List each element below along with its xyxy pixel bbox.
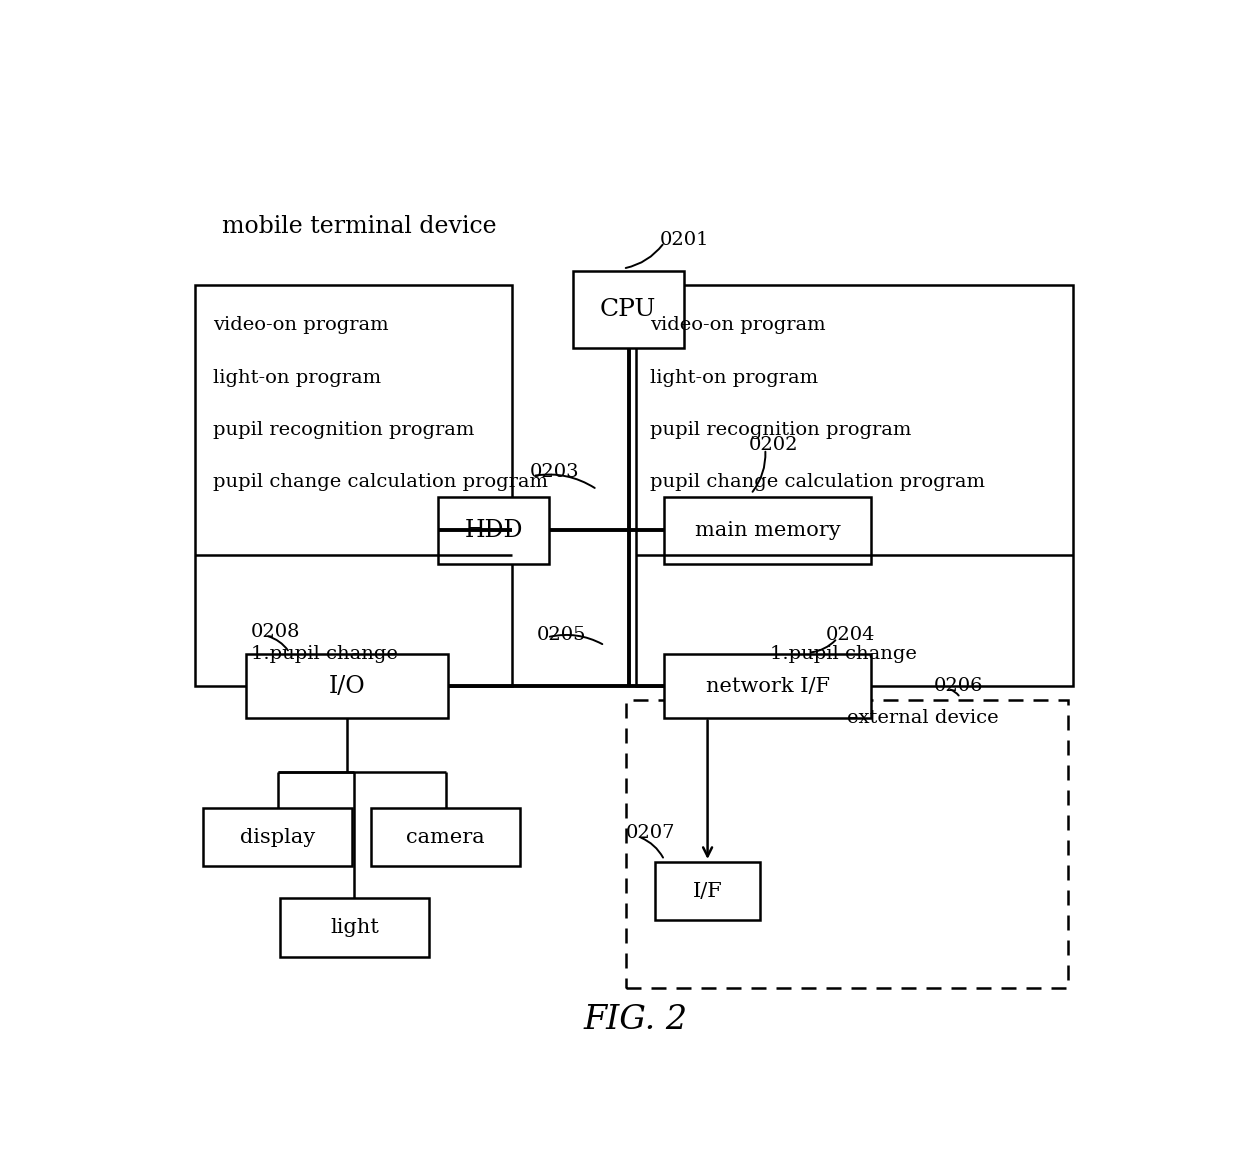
Bar (196, 285, 512, 686)
Text: I/F: I/F (693, 882, 723, 900)
Text: pupil recognition program: pupil recognition program (213, 420, 474, 439)
Text: 1.pupil change: 1.pupil change (770, 645, 916, 664)
Text: light: light (330, 918, 379, 937)
Text: network I/F: network I/F (706, 677, 830, 696)
Text: 0208: 0208 (250, 623, 300, 641)
Text: 0203: 0203 (529, 464, 579, 481)
Text: CPU: CPU (600, 299, 656, 321)
Text: external device: external device (847, 708, 998, 726)
Text: 0206: 0206 (934, 677, 983, 696)
Bar (371, 808, 521, 867)
Text: light-on program: light-on program (213, 369, 381, 386)
Text: FIG. 2: FIG. 2 (584, 1004, 687, 1035)
Bar (626, 699, 1068, 988)
Bar (635, 285, 1073, 686)
Bar (439, 497, 549, 564)
Bar (203, 808, 352, 867)
Text: video-on program: video-on program (650, 316, 826, 335)
Text: 0204: 0204 (826, 625, 875, 644)
Text: pupil recognition program: pupil recognition program (650, 420, 911, 439)
Text: 0201: 0201 (660, 231, 709, 248)
Text: 0202: 0202 (749, 437, 799, 454)
Text: 0207: 0207 (626, 824, 676, 842)
Text: display: display (239, 828, 315, 847)
Bar (665, 497, 870, 564)
Text: video-on program: video-on program (213, 316, 388, 335)
Text: camera: camera (407, 828, 485, 847)
Bar (655, 862, 760, 920)
Text: I/O: I/O (329, 674, 366, 698)
Text: pupil change calculation program: pupil change calculation program (213, 473, 548, 492)
Text: main memory: main memory (694, 521, 841, 540)
Text: pupil change calculation program: pupil change calculation program (650, 473, 985, 492)
Bar (573, 272, 683, 348)
Text: mobile terminal device: mobile terminal device (222, 214, 497, 238)
Bar (665, 655, 870, 718)
Bar (280, 898, 429, 957)
Bar (247, 655, 448, 718)
Text: HDD: HDD (465, 519, 523, 542)
Text: light-on program: light-on program (650, 369, 818, 386)
Text: 0205: 0205 (537, 625, 587, 644)
Text: 1.pupil change: 1.pupil change (250, 645, 398, 664)
